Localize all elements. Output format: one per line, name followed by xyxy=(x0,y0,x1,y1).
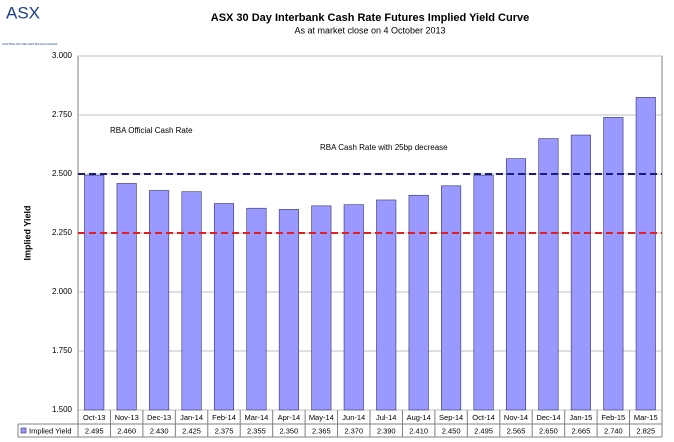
bar xyxy=(213,203,235,411)
bar xyxy=(635,97,656,411)
bar xyxy=(181,191,202,411)
x-tick-label: Oct-14 xyxy=(472,413,495,422)
bar xyxy=(603,117,624,411)
bar xyxy=(408,194,429,411)
data-label: 2.350 xyxy=(279,426,298,435)
data-label: 2.825 xyxy=(636,426,655,435)
chart-title: ASX 30 Day Interbank Cash Rate Futures I… xyxy=(211,12,530,24)
bar xyxy=(311,205,332,411)
bar xyxy=(441,185,462,411)
data-label: 2.390 xyxy=(377,426,396,435)
data-label: 2.495 xyxy=(474,426,493,435)
annotation: RBA Official Cash Rate xyxy=(110,126,193,135)
data-label: 2.425 xyxy=(182,426,201,435)
x-tick-label: Jul-14 xyxy=(376,413,396,422)
y-tick-label: 1.750 xyxy=(52,346,73,355)
y-tick-label: 2.750 xyxy=(52,110,73,119)
x-tick-label: Jun-14 xyxy=(342,413,365,422)
data-label: 2.370 xyxy=(344,426,363,435)
legend-swatch xyxy=(20,427,27,434)
bar xyxy=(538,138,559,411)
bar xyxy=(149,190,170,411)
x-tick-label: May-14 xyxy=(309,413,334,422)
x-tick-label: Feb-15 xyxy=(601,413,625,422)
logo: ASX xyxy=(6,3,40,22)
x-tick-label: Dec-14 xyxy=(536,413,560,422)
data-label: 2.740 xyxy=(604,426,623,435)
legend-label: Implied Yield xyxy=(29,426,72,435)
logo-subtitle: AUSTRALIAN SECURITIES EXCHANGE xyxy=(2,42,57,46)
x-tick-label: Nov-14 xyxy=(504,413,528,422)
data-label: 2.450 xyxy=(442,426,461,435)
y-tick-label: 1.500 xyxy=(52,405,73,414)
annotation: RBA Cash Rate with 25bp decrease xyxy=(320,143,448,152)
y-axis-label: Implied Yield xyxy=(22,205,32,260)
y-tick-label: 2.500 xyxy=(52,169,73,178)
data-label: 2.410 xyxy=(409,426,428,435)
bar xyxy=(84,174,105,411)
bar xyxy=(376,199,397,411)
x-tick-label: Aug-14 xyxy=(407,413,431,422)
bar xyxy=(343,204,364,411)
x-tick-label: Oct-13 xyxy=(83,413,106,422)
x-tick-label: Feb-14 xyxy=(212,413,236,422)
x-tick-label: Dec-13 xyxy=(147,413,171,422)
y-tick-label: 2.250 xyxy=(52,228,73,237)
x-tick-label: Sep-14 xyxy=(439,413,463,422)
bar xyxy=(473,174,494,411)
y-tick-label: 3.000 xyxy=(52,51,73,60)
data-label: 2.495 xyxy=(85,426,104,435)
x-tick-label: Mar-15 xyxy=(634,413,658,422)
x-tick-label: Nov-13 xyxy=(115,413,139,422)
data-label: 2.430 xyxy=(150,426,169,435)
data-label: 2.650 xyxy=(539,426,558,435)
x-tick-label: Mar-14 xyxy=(245,413,269,422)
data-label: 2.460 xyxy=(117,426,136,435)
data-label: 2.665 xyxy=(571,426,590,435)
chart-subtitle: As at market close on 4 October 2013 xyxy=(294,25,445,35)
bar xyxy=(116,183,137,411)
data-label: 2.365 xyxy=(312,426,331,435)
x-tick-label: Jan-15 xyxy=(569,413,592,422)
x-tick-label: Apr-14 xyxy=(278,413,301,422)
data-label: 2.565 xyxy=(507,426,526,435)
data-label: 2.375 xyxy=(215,426,234,435)
bar xyxy=(278,209,299,411)
y-tick-label: 2.000 xyxy=(52,287,73,296)
bar xyxy=(246,207,267,411)
bar xyxy=(570,134,591,411)
data-label: 2.355 xyxy=(247,426,266,435)
bar xyxy=(505,158,527,411)
x-tick-label: Jan-14 xyxy=(180,413,203,422)
